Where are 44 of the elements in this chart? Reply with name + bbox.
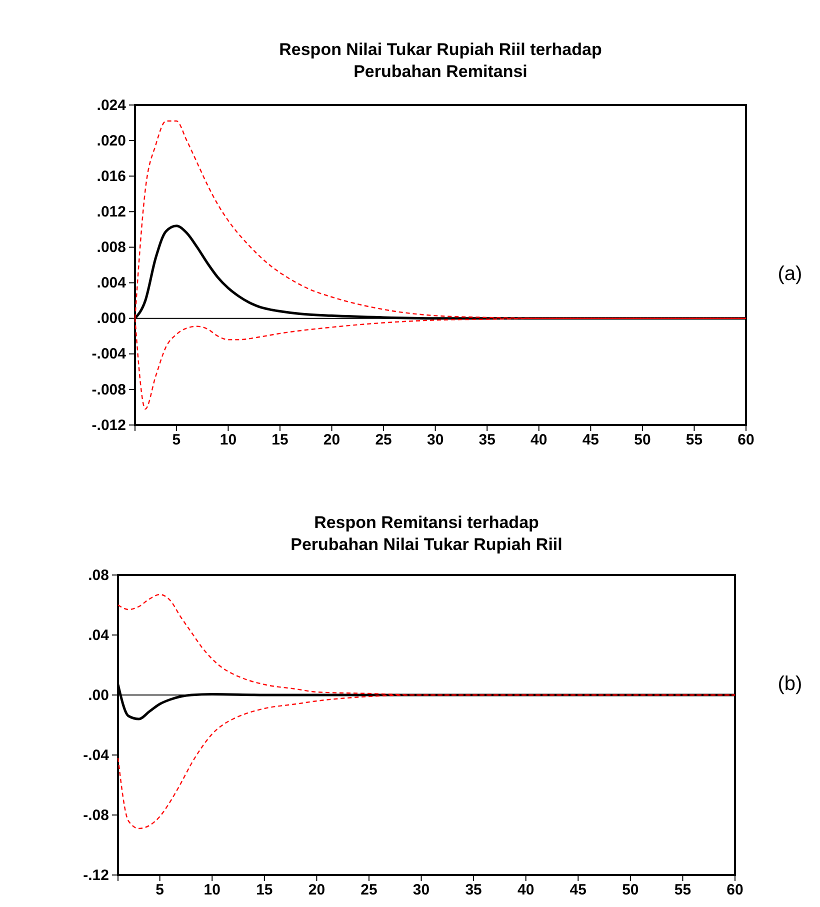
- x-tick-label: 10: [204, 882, 220, 899]
- x-tick-label: 30: [412, 882, 430, 899]
- x-tick-label: 10: [220, 432, 237, 449]
- x-tick-label: 55: [686, 432, 703, 449]
- y-tick-label: .008: [96, 239, 126, 256]
- chart-title: Respon Remitansi terhadap Perubahan Nilai Tukar Rupiah Riil: [290, 513, 562, 554]
- y-tick-label: .020: [96, 132, 126, 150]
- x-tick-label: 60: [726, 882, 744, 899]
- y-tick-label: .00: [88, 686, 109, 704]
- x-tick-label: 45: [570, 882, 586, 899]
- x-tick-label: 30: [426, 432, 444, 449]
- text: (a): [778, 263, 802, 285]
- x-tick-label: 20: [308, 882, 326, 899]
- y-tick-label: -.04: [83, 746, 110, 764]
- text: (b): [778, 673, 802, 695]
- x-tick-label: 40: [530, 432, 548, 449]
- x-tick-label: 50: [622, 882, 639, 899]
- x-tick-label: 35: [465, 882, 482, 899]
- chart-title: Respon Nilai Tukar Rupiah Riil terhadap Perubahan Remitansi: [279, 40, 602, 81]
- x-tick-label: 20: [323, 432, 340, 449]
- x-tick-label: 15: [256, 882, 273, 899]
- y-tick-label: .08: [88, 566, 109, 584]
- x-tick-label: 45: [582, 432, 600, 449]
- x-tick-label: 5: [156, 882, 164, 899]
- y-tick-label: -.012: [92, 416, 126, 434]
- x-tick-label: 25: [375, 432, 392, 449]
- y-tick-label: .004: [96, 274, 127, 292]
- x-tick-label: 5: [172, 432, 181, 449]
- x-tick-label: 50: [634, 432, 651, 449]
- y-tick-label: .016: [96, 168, 126, 185]
- x-tick-label: 40: [518, 882, 534, 899]
- x-tick-label: 15: [272, 432, 288, 449]
- y-tick-label: -.008: [92, 381, 126, 398]
- y-tick-label: -.12: [83, 866, 109, 884]
- y-tick-label: .012: [96, 203, 126, 220]
- y-tick-label: .000: [96, 310, 126, 328]
- y-tick-label: .04: [88, 626, 110, 644]
- y-tick-label: -.08: [83, 806, 109, 824]
- y-tick-label: -.004: [92, 346, 127, 363]
- x-tick-label: 55: [674, 882, 692, 899]
- x-tick-label: 35: [478, 432, 496, 449]
- x-tick-label: 60: [738, 432, 754, 449]
- y-tick-label: .024: [96, 96, 127, 114]
- x-tick-label: 25: [360, 882, 378, 899]
